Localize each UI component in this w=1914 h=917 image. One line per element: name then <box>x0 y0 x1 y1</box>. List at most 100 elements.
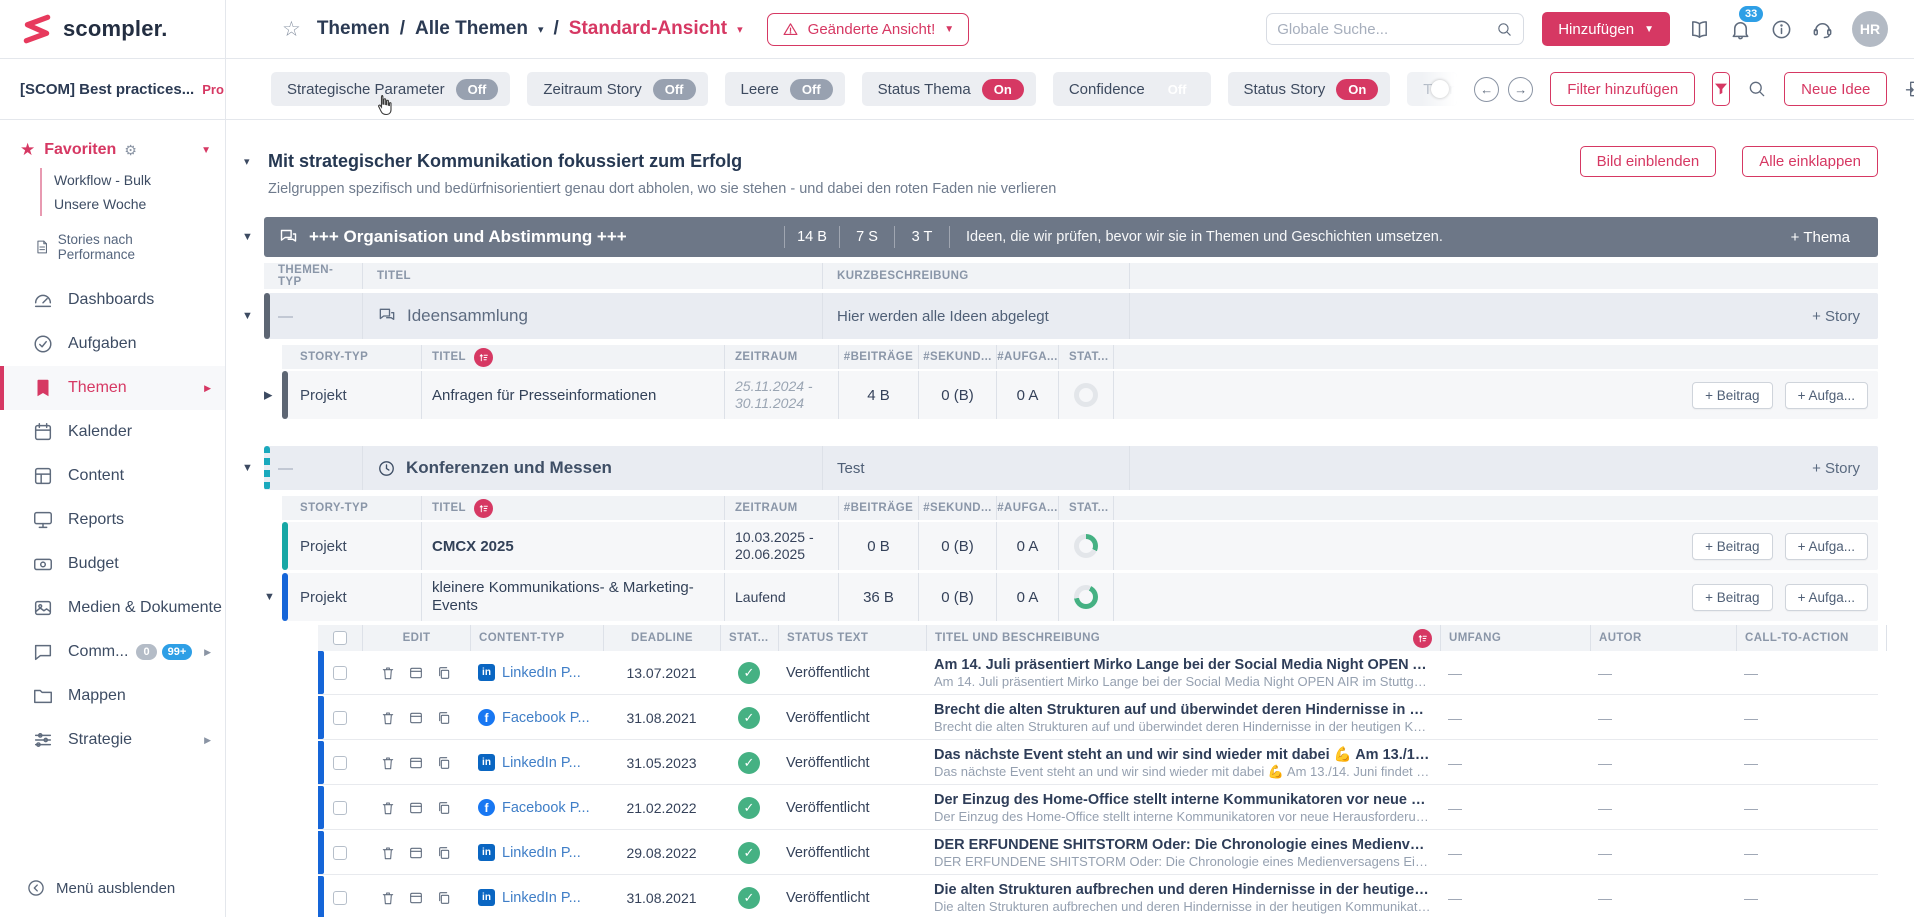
delete-icon[interactable] <box>380 800 396 816</box>
filter-pill-status-story[interactable]: Status Story On <box>1227 72 1391 106</box>
column-header-content-typ[interactable]: CONTENT-TYP <box>470 625 603 651</box>
add-story-button[interactable]: + Story <box>1794 460 1878 477</box>
collapse-story-caret[interactable]: ▼ <box>264 591 275 603</box>
column-header-themen-typ[interactable]: THEMEN-TYP <box>278 264 334 288</box>
sidebar-item-comments[interactable]: Comm... 0 99+ ▶ <box>0 630 225 674</box>
delete-icon[interactable] <box>380 710 396 726</box>
chevron-down-icon[interactable]: ▾ <box>537 23 544 36</box>
sidebar-item-themen[interactable]: Themen ▶ <box>0 366 225 410</box>
column-header-beitraege[interactable]: #BEITRÄGE <box>838 496 918 520</box>
toggle-state-badge[interactable]: On <box>981 78 1024 100</box>
sidebar-item-stories-nach-performance[interactable]: Stories nach Performance <box>0 222 225 272</box>
column-header-status[interactable]: STAT... <box>1058 496 1114 520</box>
column-header-zeitraum[interactable]: ZEITRAUM <box>724 345 838 369</box>
theme-row-ideensammlung[interactable]: — Ideensammlung Hier werden alle Ideen a… <box>264 293 1878 339</box>
content-type-link[interactable]: LinkedIn P... <box>502 664 581 681</box>
delete-icon[interactable] <box>380 755 396 771</box>
favorite-item-workflow-bulk[interactable]: Workflow - Bulk <box>54 172 151 188</box>
story-row-cmcx[interactable]: Projekt CMCX 2025 10.03.2025 -20.06.2025… <box>282 522 1878 570</box>
add-aufgabe-button[interactable]: + Aufga... <box>1784 381 1868 409</box>
row-checkbox[interactable] <box>333 710 347 725</box>
sort-badge-icon[interactable] <box>473 498 493 518</box>
table-search-button[interactable] <box>1747 79 1767 99</box>
row-checkbox[interactable] <box>333 845 347 860</box>
duplicate-icon[interactable] <box>436 710 452 726</box>
column-header-titel-beschreibung[interactable]: TITEL UND BESCHREIBUNG <box>926 625 1440 651</box>
column-header-titel[interactable]: TITEL <box>362 263 822 289</box>
sort-badge-icon[interactable] <box>473 347 493 367</box>
show-image-button[interactable]: Bild einblenden <box>1579 146 1717 177</box>
column-header-stat[interactable]: STAT... <box>720 625 778 651</box>
content-title-cell[interactable]: Die alten Strukturen aufbrechen und dere… <box>934 881 1432 914</box>
toggle-state-badge[interactable]: On <box>1336 78 1379 100</box>
publish-card-icon[interactable] <box>408 710 424 726</box>
scroll-filters-left-button[interactable]: ← <box>1474 76 1500 102</box>
content-title-cell[interactable]: Am 14. Juli präsentiert Mirko Lange bei … <box>934 656 1432 689</box>
content-row[interactable]: in LinkedIn P... 29.08.2022 ✓ Veröffentli… <box>318 831 1878 875</box>
filter-pill-thema-verantwortliche[interactable]: Thema Verantwortliche <box>1407 72 1458 106</box>
row-checkbox[interactable] <box>333 890 347 905</box>
filter-pill-confidence[interactable]: Confidence Off <box>1052 72 1211 106</box>
column-header-autor[interactable]: AUTOR <box>1590 625 1736 651</box>
chevron-down-icon[interactable]: ▼ <box>201 144 211 156</box>
column-header-story-typ[interactable]: STORY-TYP <box>300 351 369 363</box>
sidebar-item-aufgaben[interactable]: Aufgaben <box>0 322 225 366</box>
collapse-all-button[interactable]: Alle einklappen <box>1742 146 1878 177</box>
column-header-edit[interactable]: EDIT <box>362 625 470 651</box>
duplicate-icon[interactable] <box>436 845 452 861</box>
column-header-umfang[interactable]: UMFANG <box>1440 625 1590 651</box>
search-input[interactable] <box>1277 20 1497 38</box>
sort-badge-icon[interactable] <box>1413 628 1432 648</box>
duplicate-icon[interactable] <box>436 665 452 681</box>
content-type-link[interactable]: Facebook P... <box>502 709 590 726</box>
gear-icon[interactable]: ⚙ <box>124 141 137 158</box>
story-title[interactable]: CMCX 2025 <box>421 522 724 570</box>
support-button[interactable] <box>1811 18 1834 41</box>
export-button[interactable] <box>1904 79 1914 99</box>
theme-title[interactable]: Ideensammlung <box>407 306 528 325</box>
duplicate-icon[interactable] <box>436 890 452 906</box>
select-all-checkbox[interactable] <box>333 631 347 645</box>
column-header-sekundaer[interactable]: #SEKUND... <box>918 496 996 520</box>
global-search[interactable] <box>1266 13 1525 45</box>
filter-funnel-button[interactable] <box>1712 72 1731 106</box>
toggle-state-badge[interactable]: Off <box>789 78 833 100</box>
content-row[interactable]: f Facebook P... 31.08.2021 ✓ Veröffentlic… <box>318 696 1878 740</box>
filter-pill-leere[interactable]: Leere Off <box>724 72 845 106</box>
column-header-kurzbeschreibung[interactable]: KURZBESCHREIBUNG <box>822 263 1130 289</box>
collapse-theme-caret[interactable]: ▼ <box>242 462 253 474</box>
row-checkbox[interactable] <box>333 665 347 680</box>
workspace-selector[interactable]: [SCOM] Best practices... Pro <box>0 59 225 120</box>
content-row[interactable]: in LinkedIn P... 31.05.2023 ✓ Veröffentli… <box>318 741 1878 785</box>
content-row[interactable]: in LinkedIn P... 13.07.2021 ✓ Veröffentli… <box>318 651 1878 695</box>
sidebar-item-kalender[interactable]: Kalender <box>0 410 225 454</box>
changed-view-button[interactable]: Geänderte Ansicht! ▼ <box>766 12 970 46</box>
column-header-titel[interactable]: TITEL <box>421 496 724 520</box>
breadcrumb-themen[interactable]: Themen <box>316 18 390 39</box>
hide-menu-button[interactable]: Menü ausblenden <box>0 859 225 917</box>
add-thema-button[interactable]: + Thema <box>1790 228 1850 246</box>
add-filter-button[interactable]: Filter hinzufügen <box>1550 72 1696 106</box>
publish-card-icon[interactable] <box>408 665 424 681</box>
collapse-view-caret[interactable]: ▾ <box>244 156 250 168</box>
story-title[interactable]: kleinere Kommunikations- & Marketing-Eve… <box>421 573 724 621</box>
sidebar-item-strategie[interactable]: Strategie ▶ <box>0 718 225 762</box>
content-row[interactable]: in LinkedIn P... 31.08.2021 ✓ Veröffentli… <box>318 876 1878 917</box>
content-title-cell[interactable]: Das nächste Event steht an und wir sind … <box>934 746 1432 779</box>
duplicate-icon[interactable] <box>436 755 452 771</box>
breadcrumb-alle-themen[interactable]: Alle Themen <box>414 18 528 39</box>
content-type-link[interactable]: Facebook P... <box>502 799 590 816</box>
column-header-deadline[interactable]: DEADLINE <box>603 625 720 651</box>
column-header-aufgaben[interactable]: #AUFGA... <box>996 496 1058 520</box>
notifications-button[interactable]: 33 <box>1729 5 1764 41</box>
delete-icon[interactable] <box>380 845 396 861</box>
filter-pill-status-thema[interactable]: Status Thema On <box>861 72 1036 106</box>
add-beitrag-button[interactable]: + Beitrag <box>1692 532 1773 560</box>
sidebar-item-mappen[interactable]: Mappen <box>0 674 225 718</box>
publish-card-icon[interactable] <box>408 800 424 816</box>
sidebar-item-content[interactable]: Content <box>0 454 225 498</box>
toggle-state-badge[interactable]: Off <box>652 78 696 100</box>
publish-card-icon[interactable] <box>408 755 424 771</box>
column-header-titel[interactable]: TITEL <box>421 345 724 369</box>
favorite-item-unsere-woche[interactable]: Unsere Woche <box>54 196 147 212</box>
